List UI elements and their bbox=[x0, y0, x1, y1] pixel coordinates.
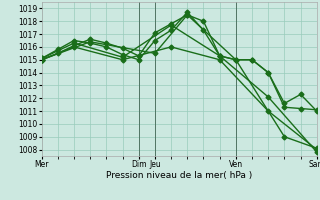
X-axis label: Pression niveau de la mer( hPa ): Pression niveau de la mer( hPa ) bbox=[106, 171, 252, 180]
